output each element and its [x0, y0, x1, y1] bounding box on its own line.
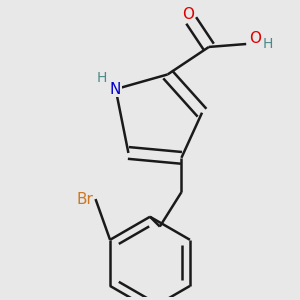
Text: N: N [110, 82, 121, 97]
Text: O: O [182, 7, 194, 22]
Text: H: H [96, 71, 107, 85]
Text: Br: Br [77, 192, 94, 207]
Text: O: O [249, 31, 261, 46]
Text: H: H [262, 37, 273, 51]
